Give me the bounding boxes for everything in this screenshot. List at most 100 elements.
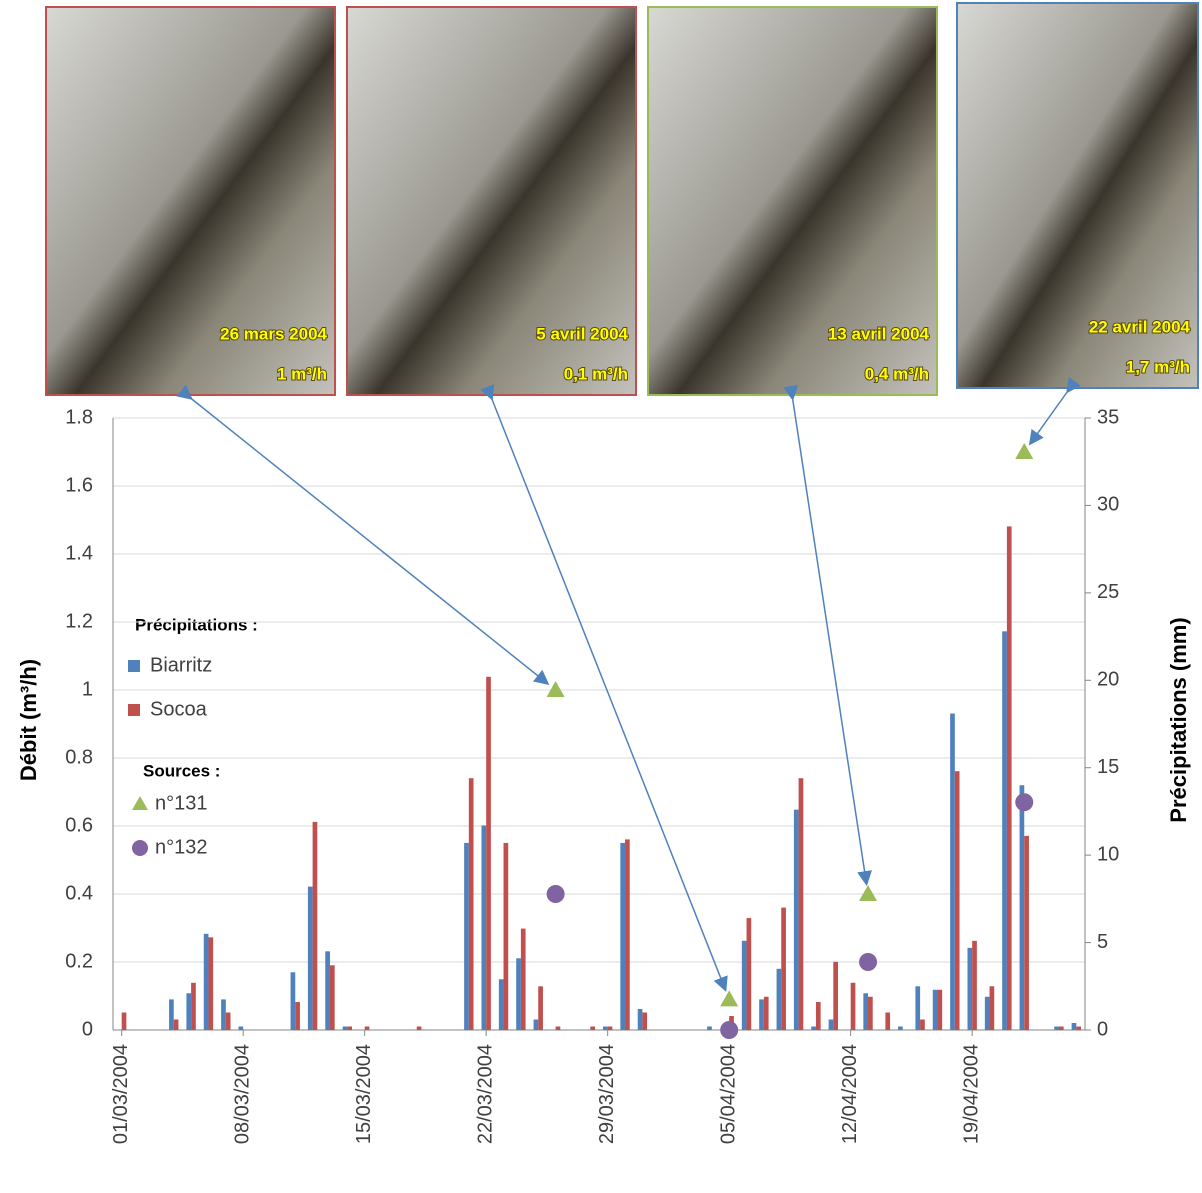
bar: [342, 1026, 348, 1030]
bar: [885, 1012, 891, 1030]
y-tick-label: 1.8: [65, 406, 93, 428]
photo: [647, 6, 938, 396]
y2-tick-label: 20: [1097, 669, 1119, 691]
photo: [45, 6, 336, 396]
y2-tick-label: 0: [1097, 1018, 1108, 1040]
bar: [932, 989, 938, 1030]
source-point: [1015, 443, 1034, 459]
bar: [347, 1026, 353, 1030]
y-tick-label: 1: [82, 678, 93, 700]
photo-arrow: [176, 384, 550, 686]
bar: [781, 907, 786, 1030]
bar: [746, 918, 752, 1030]
bar: [868, 996, 873, 1030]
y2-tick-label: 25: [1097, 581, 1119, 603]
photo-arrow: [1028, 376, 1081, 446]
source-point: [720, 990, 739, 1007]
bar: [1024, 835, 1029, 1030]
bar: [798, 778, 804, 1030]
y2-axis-title: Précipitations (mm): [1166, 617, 1191, 822]
bar: [503, 842, 509, 1030]
photo-flow: 0,1 m³/h: [564, 364, 628, 383]
legend-group-title: Précipitations :: [135, 615, 258, 634]
legend-label: Socoa: [150, 698, 208, 720]
bar: [533, 1019, 539, 1030]
legend-swatch: [128, 660, 140, 672]
source-point: [720, 1021, 739, 1039]
bar: [967, 947, 973, 1030]
bar: [208, 937, 214, 1030]
bar: [763, 996, 769, 1030]
bar: [121, 1012, 127, 1030]
bar: [920, 1019, 925, 1030]
photo-flow: 1,7 m³/h: [1126, 357, 1190, 376]
bar: [325, 951, 330, 1030]
x-tick-label: 29/03/2004: [596, 1044, 618, 1144]
photo-arrow: [783, 385, 872, 887]
bar: [1071, 1023, 1077, 1030]
bar: [707, 1026, 712, 1030]
bar: [1058, 1026, 1064, 1030]
bar: [642, 1012, 648, 1030]
bar: [221, 999, 226, 1030]
y-tick-label: 0.4: [65, 882, 93, 904]
bar: [937, 989, 943, 1030]
bar: [828, 1019, 834, 1030]
y2-tick-label: 10: [1097, 843, 1119, 865]
bar: [169, 999, 174, 1030]
bar: [481, 825, 487, 1030]
bar: [486, 676, 491, 1030]
legend-marker: [132, 840, 148, 856]
bar: [468, 778, 474, 1030]
bar: [312, 821, 318, 1030]
source-point: [1015, 793, 1034, 812]
x-tick-label: 01/03/2004: [110, 1044, 132, 1144]
bar: [186, 993, 192, 1030]
source-point: [859, 885, 878, 901]
bar: [295, 1002, 300, 1030]
legend-group-title: Sources :: [143, 761, 220, 780]
y-tick-label: 0.2: [65, 950, 93, 972]
bar: [637, 1009, 643, 1030]
bar: [555, 1026, 561, 1030]
bar: [833, 961, 839, 1030]
bar: [464, 842, 469, 1030]
bar: [173, 1019, 179, 1030]
y-axis-title: Débit (m³/h): [16, 659, 41, 781]
y-tick-label: 0.6: [65, 814, 93, 836]
bar: [602, 1026, 608, 1030]
bar: [989, 986, 995, 1030]
bar: [815, 1002, 821, 1030]
bar: [307, 886, 313, 1030]
bar: [863, 993, 869, 1030]
source-point: [546, 885, 565, 903]
bar: [984, 996, 990, 1030]
source-point: [859, 953, 878, 971]
bar: [520, 928, 526, 1030]
bar: [238, 1026, 244, 1030]
y2-tick-label: 5: [1097, 931, 1108, 953]
bar: [329, 965, 335, 1030]
y-tick-label: 0: [82, 1018, 93, 1040]
x-tick-label: 12/04/2004: [839, 1044, 861, 1144]
bar: [590, 1026, 596, 1030]
x-tick-label: 05/04/2004: [717, 1044, 739, 1144]
bar: [290, 972, 296, 1030]
bar: [954, 771, 960, 1030]
legend-label: n°132: [155, 836, 208, 858]
source-point: [546, 681, 565, 697]
bar: [538, 986, 543, 1030]
legend-swatch: [128, 704, 140, 716]
bar: [191, 982, 196, 1030]
bar: [811, 1026, 816, 1030]
photo-date: 13 avril 2004: [828, 324, 930, 343]
y2-tick-label: 30: [1097, 494, 1119, 516]
bar: [1076, 1026, 1082, 1030]
bar: [225, 1012, 231, 1030]
bar: [741, 940, 747, 1030]
bar: [759, 999, 764, 1030]
bar: [364, 1026, 370, 1030]
bar: [1054, 1026, 1059, 1030]
